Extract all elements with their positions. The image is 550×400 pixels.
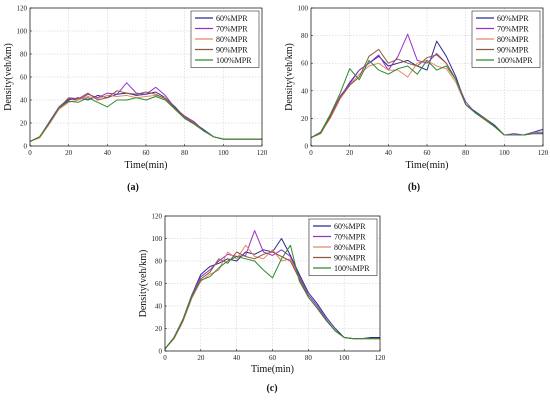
- y-tick-label: 80: [301, 32, 309, 40]
- legend-entry: 100%MPR: [497, 56, 533, 65]
- y-tick-label: 40: [20, 97, 28, 105]
- x-tick-label: 0: [163, 354, 167, 362]
- series-line-100pctmpr: [164, 244, 380, 350]
- x-tick-label: 120: [257, 149, 268, 157]
- y-tick-label: 100: [152, 235, 163, 243]
- legend-entry: 60%MPR: [497, 14, 529, 23]
- x-tick-label: 40: [233, 354, 241, 362]
- x-tick-label: 60: [143, 149, 151, 157]
- x-tick-label: 20: [346, 149, 354, 157]
- x-tick-label: 0: [28, 149, 32, 157]
- x-tick-label: 100: [218, 149, 229, 157]
- x-axis-label: Time(min): [125, 160, 168, 171]
- y-tick-label: 40: [301, 87, 309, 95]
- x-tick-label: 100: [499, 149, 510, 157]
- chart-panel-1: 0 20 40 60 80 100 120 0 20 40 60 80 100 120 60%MPR70%M…: [3, 5, 268, 194]
- series-line-100pctmpr: [29, 96, 262, 142]
- legend-entry: 100%MPR: [216, 56, 252, 65]
- x-tick-label: 120: [538, 149, 549, 157]
- legend-entry: 80%MPR: [497, 35, 529, 44]
- panel-caption: (a): [127, 182, 139, 193]
- x-tick-label: 80: [305, 354, 313, 362]
- plot-frame: [29, 7, 263, 147]
- legend-entry: 70%MPR: [497, 24, 529, 33]
- x-tick-label: 40: [385, 149, 393, 157]
- y-tick-label: 20: [301, 115, 309, 123]
- y-tick-label: 60: [301, 60, 309, 68]
- x-tick-label: 40: [104, 149, 112, 157]
- x-tick-label: 80: [462, 149, 470, 157]
- x-tick-label: 60: [424, 149, 432, 157]
- legend-entry: 70%MPR: [334, 232, 366, 241]
- legend-entry: 60%MPR: [216, 14, 248, 23]
- x-tick-label: 20: [197, 354, 205, 362]
- chart-panel-3: 0 20 40 60 80 100 120 0 20 40 60 80 100 120 60%MPR70%M…: [138, 213, 386, 395]
- panel-caption: (b): [408, 182, 420, 193]
- x-tick-label: 80: [181, 149, 189, 157]
- x-tick-label: 60: [269, 354, 277, 362]
- legend-entry: 80%MPR: [334, 243, 366, 252]
- legend-entry: 80%MPR: [216, 35, 248, 44]
- y-tick-label: 60: [20, 74, 28, 82]
- y-axis-label: Density(veh/km): [284, 43, 295, 111]
- series-line-100pctmpr: [310, 59, 543, 139]
- legend-entry: 60%MPR: [334, 222, 366, 231]
- x-tick-label: 100: [339, 354, 350, 362]
- plot-frame: [164, 215, 381, 352]
- y-axis-label: Density(veh/km): [3, 43, 14, 111]
- legend-entry: 90%MPR: [497, 45, 529, 54]
- legend-entry: 90%MPR: [216, 45, 248, 54]
- y-tick-label: 100: [17, 28, 28, 36]
- y-axis-label: Density(veh/km): [138, 250, 149, 318]
- y-tick-label: 20: [155, 325, 163, 333]
- x-tick-label: 120: [375, 354, 386, 362]
- x-tick-label: 20: [65, 149, 73, 157]
- x-axis-label: Time(min): [251, 364, 294, 375]
- y-tick-label: 60: [155, 280, 163, 288]
- y-tick-label: 80: [155, 258, 163, 266]
- legend-entry: 70%MPR: [216, 24, 248, 33]
- panel-caption: (c): [266, 383, 277, 394]
- y-tick-label: 0: [159, 348, 163, 356]
- y-tick-label: 40: [155, 303, 163, 311]
- y-tick-label: 20: [20, 120, 28, 128]
- x-axis-label: Time(min): [406, 160, 449, 171]
- x-tick-label: 0: [309, 149, 313, 157]
- plot-frame: [310, 7, 544, 147]
- y-tick-label: 100: [298, 5, 309, 13]
- legend-entry: 100%MPR: [334, 264, 370, 273]
- y-tick-label: 0: [305, 143, 309, 151]
- y-tick-label: 80: [20, 51, 28, 59]
- y-tick-label: 120: [17, 5, 28, 13]
- legend-entry: 90%MPR: [334, 253, 366, 262]
- y-tick-label: 0: [24, 143, 28, 151]
- y-tick-label: 120: [152, 213, 163, 221]
